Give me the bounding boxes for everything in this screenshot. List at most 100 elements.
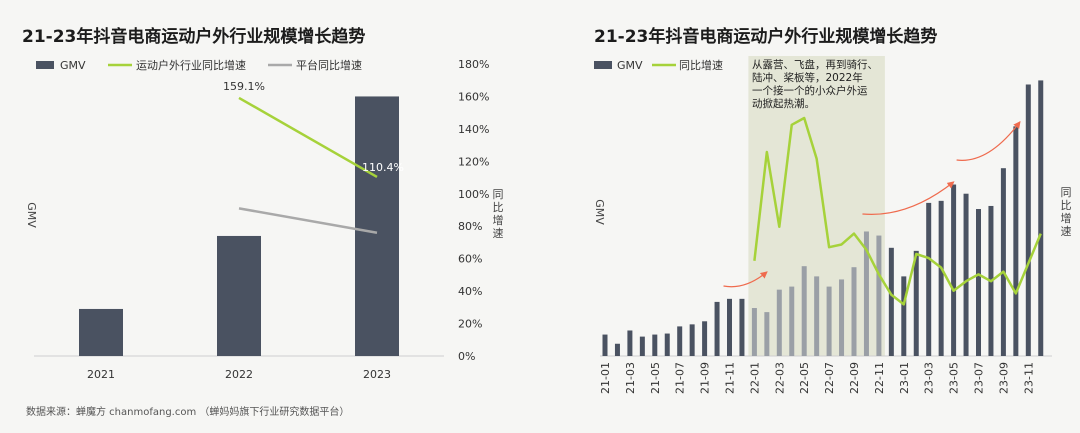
annotation-text: 从露营、飞盘，再到骑行、陆冲、桨板等，2022年一个接一个的小众户外运动掀起热潮… bbox=[752, 58, 878, 110]
right-x-tick-22-03: 22-03 bbox=[773, 362, 786, 394]
right-bar-22-03 bbox=[776, 289, 782, 356]
right-x-tick-22-07: 22-07 bbox=[823, 362, 836, 394]
right-x-tick-21-01: 21-01 bbox=[599, 362, 612, 394]
right-bar-22-11 bbox=[876, 235, 882, 356]
right-y2-label-char: 速 bbox=[1061, 225, 1072, 238]
left-line-industry bbox=[238, 96, 378, 178]
legend-gmv-swatch-right bbox=[594, 61, 612, 69]
data-source-note: 数据来源：蝉魔方 chanmofang.com （蝉妈妈旗下行业研究数据平台） bbox=[26, 407, 350, 418]
right-bar-23-01 bbox=[901, 276, 907, 356]
right-bar-21-01 bbox=[602, 334, 608, 356]
right-bar-22-12 bbox=[888, 247, 894, 356]
right-bar-21-02 bbox=[614, 343, 620, 356]
left-y2-label-char: 同 bbox=[493, 188, 504, 201]
annotation-line: 陆冲、桨板等，2022年 bbox=[752, 71, 863, 84]
right-x-tick-21-07: 21-07 bbox=[674, 362, 687, 394]
right-bar-22-07 bbox=[826, 286, 832, 356]
right-bar-22-06 bbox=[814, 276, 820, 356]
right-bar-22-02 bbox=[764, 312, 770, 356]
right-x-tick-23-09: 23-09 bbox=[997, 362, 1010, 394]
right-x-tick-22-09: 22-09 bbox=[848, 362, 861, 394]
right-bar-21-06 bbox=[664, 333, 670, 356]
right-x-tick-23-05: 23-05 bbox=[948, 362, 961, 394]
left-x-tick-2022: 2022 bbox=[225, 368, 253, 381]
right-bar-23-11 bbox=[1025, 84, 1031, 356]
right-bar-22-05 bbox=[801, 266, 807, 356]
legend-gmv-swatch bbox=[36, 61, 54, 69]
right-bar-22-10 bbox=[863, 231, 869, 356]
right-x-tick-23-11: 23-11 bbox=[1022, 362, 1035, 394]
left-y2-tick: 80% bbox=[458, 220, 482, 233]
left-chart-title: 21-23年抖音电商运动户外行业规模增长趋势 bbox=[22, 27, 366, 47]
right-y-axis-label: GMV bbox=[593, 199, 606, 225]
right-bar-23-06 bbox=[963, 193, 969, 356]
right-bar-23-03 bbox=[926, 202, 932, 356]
legend-growth-label: 同比增速 bbox=[679, 58, 723, 72]
left-y2-tick: 140% bbox=[458, 123, 489, 136]
right-bar-21-09 bbox=[702, 321, 708, 356]
right-x-tick-21-09: 21-09 bbox=[699, 362, 712, 394]
right-bar-23-12 bbox=[1038, 80, 1044, 357]
right-bar-21-04 bbox=[639, 336, 645, 356]
right-bar-22-09 bbox=[851, 267, 857, 356]
left-y2-tick: 20% bbox=[458, 318, 482, 331]
left-x-tick-2023: 2023 bbox=[363, 368, 391, 381]
left-data-label-2022: 159.1% bbox=[223, 80, 265, 93]
left-y2-tick: 100% bbox=[458, 188, 489, 201]
right-bar-21-12 bbox=[739, 298, 745, 356]
right-bar-23-09 bbox=[1000, 168, 1006, 356]
right-bar-21-05 bbox=[652, 334, 658, 356]
legend-industry-label: 运动户外行业同比增速 bbox=[136, 58, 246, 72]
right-bar-22-08 bbox=[839, 279, 845, 356]
right-y2-label-char: 同 bbox=[1061, 186, 1072, 199]
left-bar-2022 bbox=[217, 235, 261, 356]
annotation-line: 动掀起热潮。 bbox=[752, 97, 815, 110]
right-x-tick-22-11: 22-11 bbox=[873, 362, 886, 394]
right-x-tick-21-05: 21-05 bbox=[649, 362, 662, 394]
right-bar-21-10 bbox=[714, 301, 720, 356]
left-line-platform bbox=[238, 207, 378, 234]
trend-arrow bbox=[956, 121, 1021, 161]
right-x-tick-22-01: 22-01 bbox=[748, 362, 761, 394]
right-bar-21-07 bbox=[677, 326, 683, 356]
left-y2-axis-label: 同比增速 bbox=[493, 188, 504, 240]
right-bar-23-10 bbox=[1013, 126, 1019, 357]
left-y2-tick: 160% bbox=[458, 90, 489, 103]
left-y2-label-char: 比 bbox=[493, 201, 504, 214]
right-chart-title: 21-23年抖音电商运动户外行业规模增长趋势 bbox=[594, 27, 938, 47]
right-bar-22-01 bbox=[751, 308, 757, 356]
trend-arrow bbox=[862, 181, 955, 215]
right-x-tick-21-11: 21-11 bbox=[724, 362, 737, 394]
annotation-line: 从露营、飞盘，再到骑行、 bbox=[752, 58, 878, 71]
right-bar-21-03 bbox=[627, 330, 633, 356]
left-y2-tick: 40% bbox=[458, 285, 482, 298]
right-bar-22-04 bbox=[789, 286, 795, 356]
right-y2-axis-label: 同比增速 bbox=[1061, 186, 1072, 238]
left-bar-2021 bbox=[79, 308, 123, 356]
right-x-tick-23-03: 23-03 bbox=[923, 362, 936, 394]
left-y2-tick: 0% bbox=[458, 350, 475, 363]
right-bar-21-08 bbox=[689, 324, 695, 356]
left-bar-2023 bbox=[355, 96, 399, 356]
right-bar-23-02 bbox=[913, 250, 919, 356]
left-y2-label-char: 速 bbox=[493, 227, 504, 240]
legend-gmv-label: GMV bbox=[60, 59, 86, 72]
right-bar-23-04 bbox=[938, 200, 944, 356]
right-bar-21-11 bbox=[727, 298, 732, 356]
left-x-tick-2021: 2021 bbox=[87, 368, 115, 381]
left-y2-tick: 120% bbox=[458, 155, 489, 168]
right-growth-line bbox=[753, 116, 1042, 306]
annotation-line: 一个接一个的小众户外运 bbox=[752, 84, 868, 97]
legend-gmv-label-right: GMV bbox=[617, 59, 643, 72]
left-y2-tick: 60% bbox=[458, 253, 482, 266]
left-y-axis-label: GMV bbox=[25, 202, 38, 228]
right-bar-23-05 bbox=[951, 184, 957, 356]
right-x-tick-23-01: 23-01 bbox=[898, 362, 911, 394]
left-data-label-2023: 110.4% bbox=[362, 161, 404, 174]
right-y2-label-char: 增 bbox=[1061, 211, 1072, 225]
right-bar-23-07 bbox=[976, 209, 981, 356]
left-y2-tick: 180% bbox=[458, 58, 489, 71]
left-y2-label-char: 增 bbox=[493, 213, 504, 227]
trend-arrows bbox=[723, 121, 1021, 288]
